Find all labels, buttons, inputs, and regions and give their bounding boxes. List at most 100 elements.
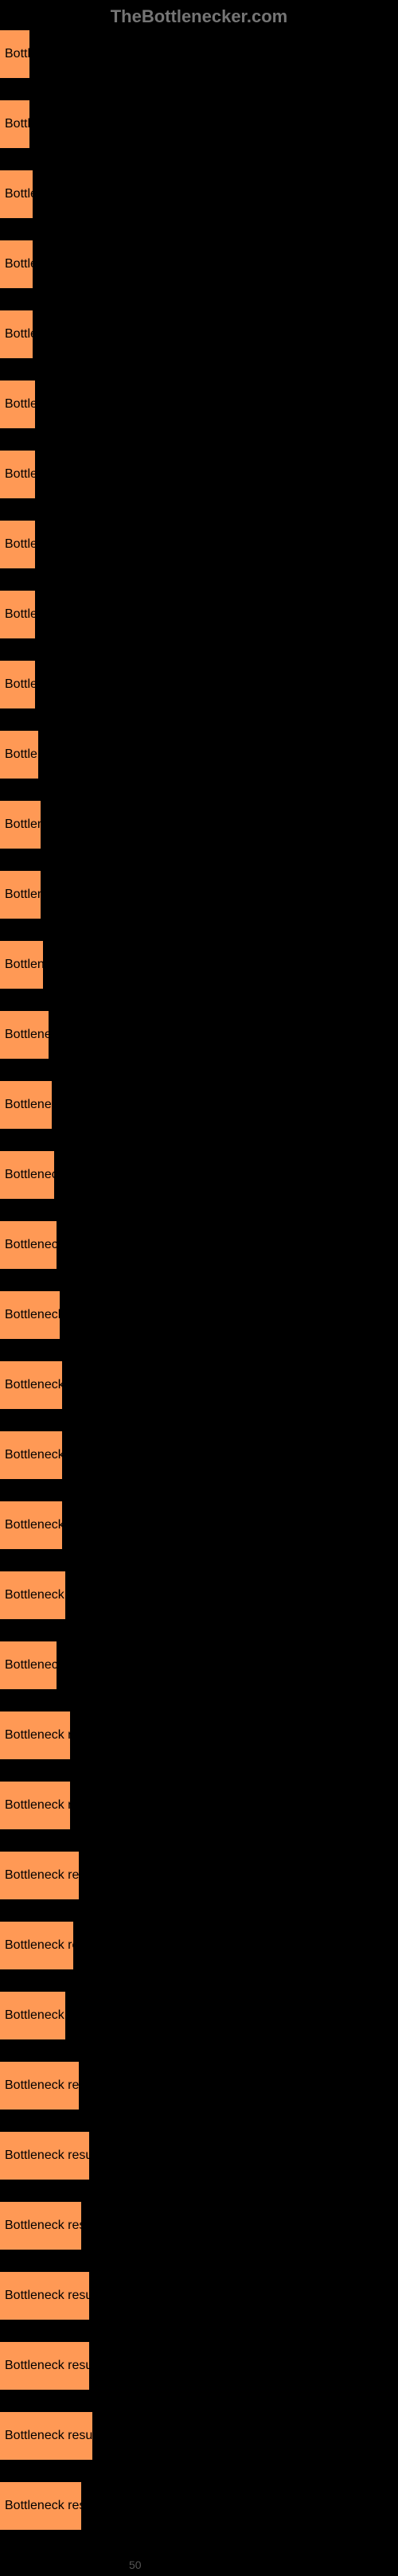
- bar-label: Bottleneck result: [0, 1378, 62, 1392]
- bar-value-label: 49: [89, 2272, 108, 2320]
- bar-label: Bottleneck result: [0, 747, 38, 762]
- chart-row: Bottleneck result: [0, 1711, 398, 1759]
- header: TheBottlenecker.com: [0, 0, 398, 30]
- bar-label: Bottleneck result: [0, 1448, 62, 1462]
- bar: Bottleneck result: [0, 1711, 70, 1759]
- bar: Bottleneck result: [0, 1852, 79, 1899]
- chart-row: Bottleneck result: [0, 801, 398, 849]
- bar: Bottleneck result: [0, 30, 29, 78]
- bar: Bottleneck result: [0, 871, 41, 919]
- chart-row: Bottleneck result: [0, 240, 398, 288]
- bar: Bottleneck result: [0, 100, 29, 148]
- bar-label: Bottleneck result: [0, 2359, 89, 2373]
- bar-label: Bottleneck result: [0, 467, 35, 482]
- bar-label: Bottleneck result: [0, 2078, 79, 2093]
- chart-row: Bottleneck result: [0, 1992, 398, 2039]
- chart-row: Bottleneck result44: [0, 2202, 398, 2250]
- chart-row: Bottleneck result49: [0, 2132, 398, 2180]
- chart-row: Bottleneck result: [0, 1641, 398, 1689]
- bar: Bottleneck result: [0, 170, 33, 218]
- bar: Bottleneck result: [0, 1641, 57, 1689]
- bar-label: Bottleneck result: [0, 1168, 54, 1182]
- chart-row: Bottleneck result: [0, 1501, 398, 1549]
- bar: Bottleneck result: [0, 2202, 81, 2250]
- bar: Bottleneck result: [0, 1782, 70, 1829]
- chart-row: Bottleneck result: [0, 310, 398, 358]
- bar-label: Bottleneck result: [0, 1588, 65, 1602]
- bar-label: Bottleneck result: [0, 257, 33, 271]
- bar-label: Bottleneck result: [0, 2499, 81, 2513]
- bar: Bottleneck result: [0, 1571, 65, 1619]
- bar-label: Bottleneck result: [0, 187, 33, 201]
- bar: Bottleneck result: [0, 2482, 81, 2530]
- bar-value-label: 50: [92, 2412, 111, 2460]
- chart-row: Bottleneck result: [0, 1151, 398, 1199]
- bar: Bottleneck result: [0, 731, 38, 779]
- bar-label: Bottleneck result: [0, 117, 29, 131]
- bar-label: Bottleneck result: [0, 677, 35, 692]
- bar: Bottleneck result: [0, 1291, 60, 1339]
- chart-row: Bottleneck result: [0, 1571, 398, 1619]
- bar-label: Bottleneck result: [0, 397, 35, 412]
- chart-row: Bottleneck result: [0, 1922, 398, 1969]
- bar: Bottleneck result: [0, 240, 33, 288]
- bar: Bottleneck result: [0, 1431, 62, 1479]
- chart-row: Bottleneck result: [0, 1782, 398, 1829]
- bar-value-label: 4: [79, 1852, 91, 1899]
- x-tick-50: 50: [129, 2558, 142, 2571]
- bar-label: Bottleneck result: [0, 1798, 70, 1813]
- chart-row: Bottleneck result: [0, 521, 398, 568]
- bar-value-label: 44: [81, 2202, 100, 2250]
- chart-row: Bottleneck result49: [0, 2272, 398, 2320]
- bar: Bottleneck result: [0, 1501, 62, 1549]
- chart-row: Bottleneck result: [0, 1081, 398, 1129]
- bar-label: Bottleneck result: [0, 2149, 89, 2163]
- bar-label: Bottleneck result: [0, 2219, 81, 2233]
- bar: Bottleneck result: [0, 2342, 89, 2390]
- bar-label: Bottleneck result: [0, 2008, 65, 2023]
- bar: Bottleneck result: [0, 2272, 89, 2320]
- bar: Bottleneck result: [0, 2412, 92, 2460]
- chart-row: Bottleneck result: [0, 1431, 398, 1479]
- bar-label: Bottleneck result: [0, 1028, 49, 1042]
- chart-row: Bottleneck result: [0, 381, 398, 428]
- bar: Bottleneck result: [0, 591, 35, 638]
- bar-label: Bottleneck result: [0, 327, 33, 342]
- bar: Bottleneck result: [0, 310, 33, 358]
- bar: Bottleneck result: [0, 381, 35, 428]
- bar-value-label: 49: [89, 2132, 108, 2180]
- chart-row: Bottleneck result: [0, 1011, 398, 1059]
- bar: Bottleneck result: [0, 2062, 79, 2110]
- bar-label: Bottleneck result: [0, 1238, 57, 1252]
- chart-row: Bottleneck result4: [0, 1852, 398, 1899]
- bar-label: Bottleneck result: [0, 1728, 70, 1743]
- chart-row: Bottleneck result: [0, 731, 398, 779]
- bar: Bottleneck result: [0, 801, 41, 849]
- bar: Bottleneck result: [0, 1992, 65, 2039]
- bar-label: Bottleneck result: [0, 537, 35, 552]
- bar: Bottleneck result: [0, 1221, 57, 1269]
- bar-value-label: 4: [81, 2482, 93, 2530]
- bar-label: Bottleneck result: [0, 1098, 52, 1112]
- chart-row: Bottleneck result: [0, 941, 398, 989]
- chart-row: Bottleneck result: [0, 170, 398, 218]
- bar-value-label: 4: [79, 2062, 91, 2110]
- chart-row: Bottleneck result4: [0, 2482, 398, 2530]
- bar: Bottleneck result: [0, 1922, 73, 1969]
- bar: Bottleneck result: [0, 451, 35, 498]
- bar-label: Bottleneck result: [0, 607, 35, 622]
- bar: Bottleneck result: [0, 1081, 52, 1129]
- bar-label: Bottleneck result: [0, 1308, 60, 1322]
- bar: Bottleneck result: [0, 1011, 49, 1059]
- chart-row: Bottleneck result4: [0, 2062, 398, 2110]
- bar-label: Bottleneck result: [0, 958, 43, 972]
- bar-label: Bottleneck result: [0, 1938, 73, 1953]
- chart-row: Bottleneck result50: [0, 2412, 398, 2460]
- bar: Bottleneck result: [0, 2132, 89, 2180]
- bar: Bottleneck result: [0, 661, 35, 708]
- chart-row: Bottleneck result: [0, 30, 398, 78]
- chart-row: Bottleneck result: [0, 100, 398, 148]
- chart-row: Bottleneck result: [0, 1361, 398, 1409]
- bar-label: Bottleneck result: [0, 888, 41, 902]
- chart-row: Bottleneck result: [0, 1221, 398, 1269]
